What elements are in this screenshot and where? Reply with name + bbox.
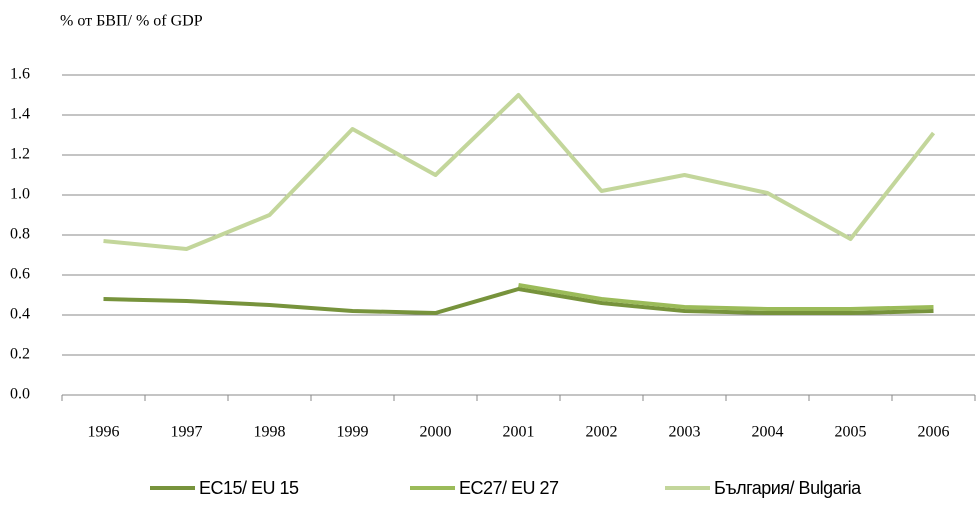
x-tick-label: 1998 <box>254 424 286 441</box>
x-tick-label: 2002 <box>586 424 618 441</box>
x-tick-label: 1996 <box>88 424 120 441</box>
y-tick-label: 0.4 <box>10 306 30 323</box>
x-tick-label: 2004 <box>752 424 784 441</box>
y-axis-label: % от БВП/ % of GDP <box>60 13 203 30</box>
y-tick-label: 1.6 <box>10 66 30 83</box>
x-tick-label: 2006 <box>918 424 950 441</box>
y-tick-label: 1.4 <box>10 106 30 123</box>
legend-label: България/ Bulgaria <box>714 478 862 498</box>
x-tick-label: 2001 <box>503 424 535 441</box>
series-line <box>103 287 934 315</box>
y-tick-label: 1.0 <box>10 186 30 203</box>
x-tick-label: 1999 <box>337 424 369 441</box>
x-tick-label: 2005 <box>835 424 867 441</box>
legend-label: ЕС27/ EU 27 <box>459 478 559 498</box>
x-tick-label: 2000 <box>420 424 452 441</box>
y-tick-label: 0.6 <box>10 266 30 283</box>
x-tick-label: 1997 <box>171 424 203 441</box>
y-tick-label: 0.0 <box>10 386 30 403</box>
x-tick-label: 2003 <box>669 424 701 441</box>
series-line <box>103 93 936 251</box>
series-line <box>518 283 934 311</box>
y-tick-label: 1.2 <box>10 146 30 163</box>
y-tick-label: 0.2 <box>10 346 30 363</box>
legend-label: ЕС15/ EU 15 <box>199 478 299 498</box>
y-tick-label: 0.8 <box>10 226 30 243</box>
